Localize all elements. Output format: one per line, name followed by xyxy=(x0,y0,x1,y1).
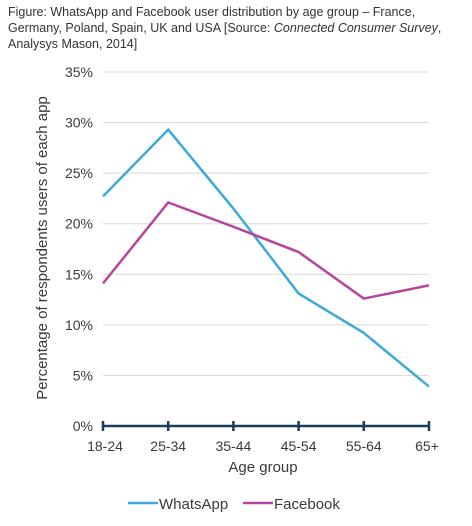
x-tick-label: 18-24 xyxy=(87,438,123,454)
grid-lines xyxy=(103,71,429,376)
y-tick-label: 35% xyxy=(65,64,93,80)
x-tick-label: 55-64 xyxy=(346,438,382,454)
tick-labels: 0% 5% 10% 15% 20% 25% 30% 35% 18-24 25-34 35-44 45-… xyxy=(65,64,439,454)
axes xyxy=(101,421,431,431)
y-tick-label: 25% xyxy=(65,165,93,181)
y-tick-label: 0% xyxy=(73,418,93,434)
x-tick-label: 45-54 xyxy=(281,438,317,454)
series xyxy=(102,127,430,388)
y-tick-label: 15% xyxy=(65,266,93,282)
x-tick-label: 25-34 xyxy=(150,438,186,454)
x-tick-label: 35-44 xyxy=(215,438,251,454)
y-tick-label: 10% xyxy=(65,317,93,333)
caption-suffix: , Analysys Mason, 2014] xyxy=(8,21,442,51)
series-line-whatsapp xyxy=(102,127,430,388)
figure-caption: Figure: WhatsApp and Facebook user distr… xyxy=(8,4,464,52)
x-axis-title: Age group xyxy=(228,459,297,476)
x-tick-label: 65+ xyxy=(415,438,439,454)
y-tick-label: 5% xyxy=(73,367,93,383)
legend-label-facebook: Facebook xyxy=(274,496,340,513)
caption-source: Connected Consumer Survey xyxy=(273,21,438,35)
legend: WhatsApp Facebook xyxy=(128,496,340,513)
caption-text: Figure: WhatsApp and Facebook user distr… xyxy=(8,5,416,35)
y-tick-label: 20% xyxy=(65,216,93,232)
y-axis-title: Percentage of respondents users of each … xyxy=(34,96,51,400)
series-line-facebook xyxy=(102,200,430,300)
y-tick-label: 30% xyxy=(65,115,93,131)
legend-label-whatsapp: WhatsApp xyxy=(159,496,228,513)
